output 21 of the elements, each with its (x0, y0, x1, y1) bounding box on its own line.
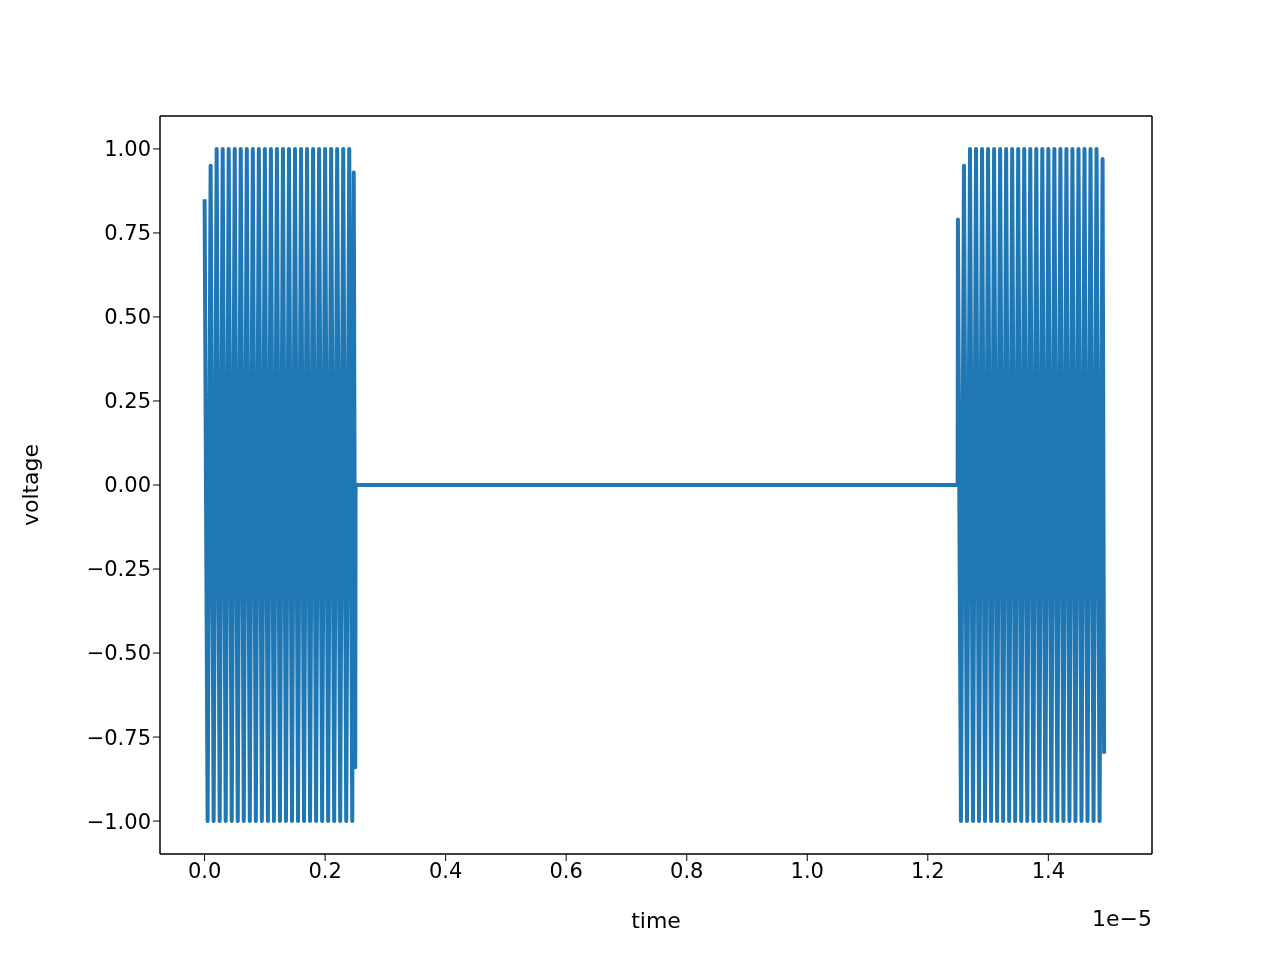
x-tick-label: 0.2 (308, 858, 342, 883)
y-axis-title: voltage (17, 443, 43, 527)
text: 1e−5 (1092, 906, 1152, 931)
x-axis-title: time (631, 908, 681, 933)
x-tick-label: 1.0 (790, 858, 824, 883)
x-tick-label: 0.4 (428, 858, 463, 883)
y-tick-label: −1.00 (86, 809, 151, 834)
y-tick-label: 0.25 (104, 389, 151, 414)
x-tick-label: 0.6 (549, 858, 583, 883)
y-tick-label: −0.75 (86, 725, 151, 750)
line-series (202, 146, 1107, 824)
y-tick-label: 0.00 (104, 473, 151, 498)
y-tick-label: 0.50 (104, 305, 151, 330)
x-tick-label: 0.0 (187, 858, 222, 883)
y-tick-label: 0.75 (104, 221, 151, 246)
x-tick-label: 1.4 (1031, 858, 1066, 883)
y-tick-label: 1.00 (104, 137, 151, 162)
x-tick-label: 0.8 (670, 858, 704, 883)
x-tick-label: 1.2 (911, 858, 945, 883)
y-tick-label: −0.25 (86, 557, 151, 582)
y-tick-label: −0.50 (86, 641, 151, 666)
